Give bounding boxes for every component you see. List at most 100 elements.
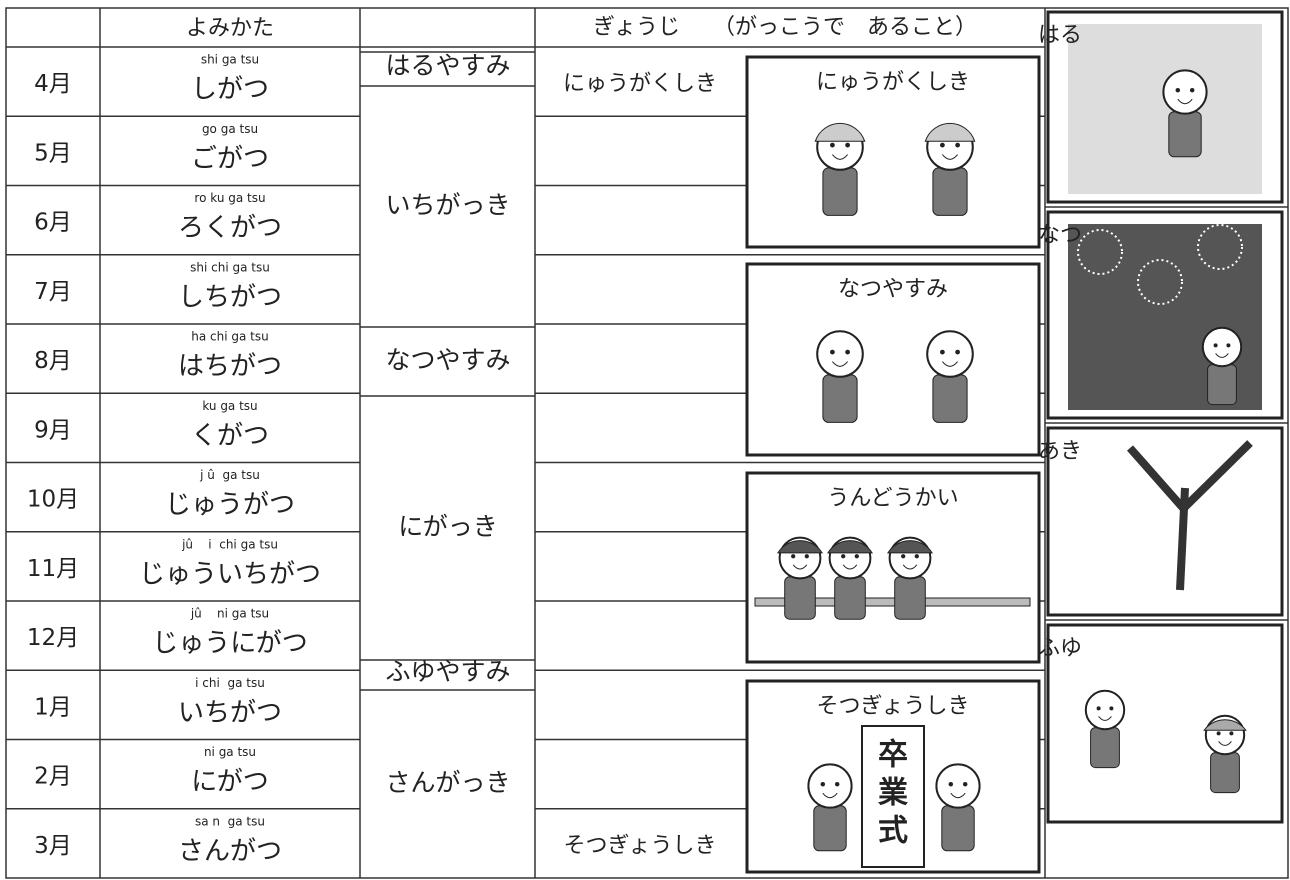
month: 1月 <box>34 694 72 720</box>
month: 6月 <box>34 210 72 236</box>
tree <box>1127 440 1253 591</box>
mouth <box>1215 353 1229 358</box>
sign <box>861 725 925 868</box>
romaji: ha chi ga tsu <box>191 330 268 344</box>
eye <box>791 554 796 559</box>
hat <box>1203 719 1247 731</box>
header-reading: よみかた <box>186 16 274 41</box>
picture-caption: うんどうかい <box>827 486 958 511</box>
rope <box>754 597 1031 607</box>
event-picture: うんどうかい <box>745 471 1041 664</box>
kana: くがつ <box>191 421 269 451</box>
sign-char: 業 <box>878 776 908 811</box>
season-label: なつ <box>1038 223 1082 248</box>
event-picture: なつやすみ <box>745 262 1041 457</box>
month: 3月 <box>34 833 72 859</box>
mouth <box>902 564 918 570</box>
body <box>1207 364 1237 406</box>
hat <box>827 540 873 554</box>
event: そつぎょうしき <box>564 833 717 858</box>
romaji: jû ni ga tsu <box>190 607 269 621</box>
kana: にがつ <box>191 767 268 797</box>
season-picture: ふゆ <box>1038 619 1288 824</box>
head <box>816 330 864 378</box>
eye <box>955 142 960 148</box>
month: 10月 <box>27 487 79 513</box>
mouth <box>1098 716 1112 721</box>
picture-caption: なつやすみ <box>838 277 948 302</box>
mouth <box>832 361 848 367</box>
picture-frame <box>745 55 1041 249</box>
kana: ごがつ <box>191 144 269 174</box>
eye <box>940 349 945 355</box>
romaji: i chi ga tsu <box>195 676 265 690</box>
firework <box>1137 259 1183 305</box>
body <box>932 167 968 216</box>
romaji: jû i chi ga tsu <box>181 537 278 551</box>
term: にがっき <box>398 512 498 541</box>
mouth <box>942 154 958 160</box>
eye <box>1226 343 1231 348</box>
month: 12月 <box>27 625 79 651</box>
body <box>932 374 968 423</box>
eye <box>804 554 809 559</box>
eye <box>901 554 906 559</box>
month: 9月 <box>34 417 72 443</box>
kana: いちがつ <box>178 698 282 728</box>
month: 11月 <box>27 556 79 582</box>
hat <box>924 122 976 142</box>
eye <box>830 142 835 148</box>
season-bg <box>1068 24 1262 194</box>
eye <box>830 349 835 355</box>
eye <box>820 781 826 787</box>
eye <box>1175 87 1181 93</box>
eye <box>914 554 919 559</box>
event-picture: にゅうがくしき <box>745 55 1041 249</box>
table-frame <box>5 7 1289 879</box>
body <box>894 576 926 620</box>
romaji: ni ga tsu <box>204 745 256 759</box>
picture-frame <box>745 262 1041 457</box>
kana: しちがつ <box>178 282 282 312</box>
body <box>1090 727 1120 769</box>
hat <box>814 122 866 142</box>
body <box>1168 111 1202 158</box>
mouth <box>942 361 958 367</box>
hat <box>777 540 823 554</box>
hat <box>887 540 933 554</box>
season-label: あき <box>1038 439 1082 464</box>
body <box>822 167 858 216</box>
firework <box>1197 224 1243 270</box>
season-picture: あき <box>1038 422 1288 617</box>
mouth <box>950 792 966 799</box>
eye <box>1189 87 1195 93</box>
mouth <box>792 564 808 570</box>
season-label: はる <box>1038 23 1082 48</box>
mouth <box>1177 98 1193 105</box>
term: はるやすみ <box>385 51 510 80</box>
kana: しがつ <box>191 75 269 105</box>
head <box>935 763 981 809</box>
romaji: shi chi ga tsu <box>190 260 270 274</box>
eye <box>841 554 846 559</box>
body <box>1210 752 1240 794</box>
eye <box>948 781 954 787</box>
month: 2月 <box>34 764 72 790</box>
picture-caption: にゅうがくしき <box>816 70 970 95</box>
kana: じゅうにがつ <box>152 629 307 659</box>
kana: はちがつ <box>178 352 282 382</box>
term: さんがっき <box>385 768 510 797</box>
kana: じゅういちがつ <box>139 559 321 589</box>
picture-caption: そつぎょうしき <box>817 694 970 719</box>
eye <box>834 781 840 787</box>
kana: さんがつ <box>178 836 282 866</box>
kana: ろくがつ <box>178 213 282 243</box>
mouth <box>832 154 848 160</box>
eye <box>1216 731 1221 736</box>
eye <box>1096 706 1101 711</box>
eye <box>962 781 968 787</box>
romaji: j û ga tsu <box>199 468 260 482</box>
mouth <box>822 792 838 799</box>
season-label: ふゆ <box>1038 636 1082 661</box>
